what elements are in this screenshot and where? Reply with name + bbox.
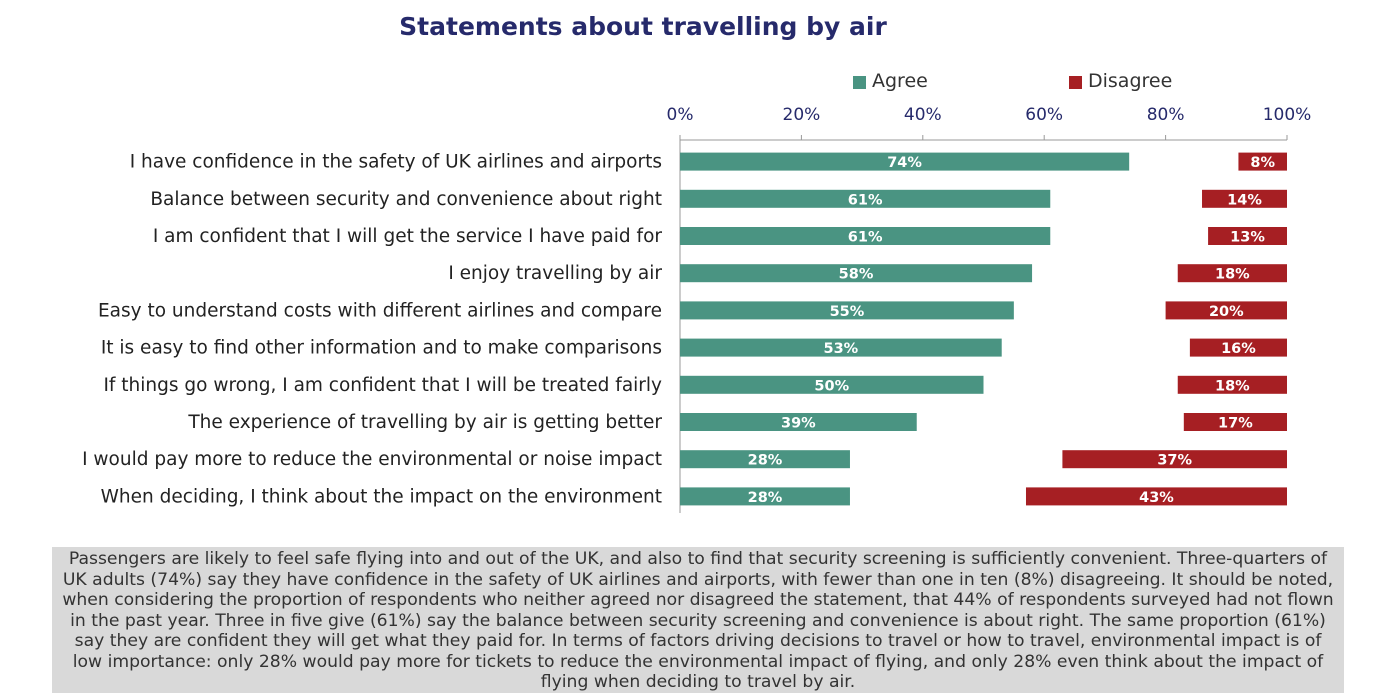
bar-label-agree: 55% [830,304,865,320]
bar-disagree [1208,227,1287,245]
bar-agree [680,264,1033,283]
bar-agree [680,413,917,431]
bar-agree [680,227,1051,245]
bar-label-agree: 61% [848,192,883,208]
bar-label-agree: 50% [814,378,849,394]
category-label: I enjoy travelling by air [448,263,662,284]
bar-agree [680,189,1051,208]
legend-swatch-agree [853,76,866,89]
bar-label-disagree: 16% [1221,341,1256,357]
bar-label-disagree: 13% [1230,230,1265,246]
bar-label-disagree: 37% [1157,453,1192,469]
legend-label-agree: Agree [872,70,928,92]
bar-label-disagree: 17% [1218,416,1253,432]
x-tick-label: 100% [1263,105,1312,125]
x-tick-label: 20% [783,105,821,125]
bar-disagree [1165,301,1287,320]
legend-item-disagree: Disagree [1069,70,1172,92]
x-tick-label: 40% [904,105,942,125]
x-tick-label: 60% [1025,105,1063,125]
bar-disagree [1177,264,1287,283]
bar-disagree [1189,338,1287,357]
bar-label-agree: 39% [781,416,816,432]
bar-label-agree: 58% [839,267,874,283]
bar-label-disagree: 18% [1215,378,1250,394]
bar-disagree [1062,450,1287,469]
bar-label-agree: 28% [748,453,783,469]
bar-disagree [1183,413,1287,431]
category-label: I have confidence in the safety of UK ai… [130,152,662,173]
category-label: I would pay more to reduce the environme… [82,449,662,470]
bar-disagree [1025,487,1287,506]
bar-agree [680,375,984,394]
category-label: When deciding, I think about the impact … [101,486,662,507]
category-label: Balance between security and convenience… [150,189,662,210]
bar-label-disagree: 43% [1139,490,1174,506]
x-tick-label: 80% [1147,105,1185,125]
bar-label-agree: 74% [887,155,922,171]
bar-label-disagree: 18% [1215,267,1250,283]
bar-agree [680,338,1002,357]
bar-label-agree: 28% [748,490,783,506]
bar-label-disagree: 14% [1227,192,1262,208]
x-tick-label: 0% [667,105,694,125]
category-label: If things go wrong, I am confident that … [103,375,662,396]
bar-label-disagree: 8% [1250,155,1275,171]
summary-note: Passengers are likely to feel safe flyin… [52,547,1344,693]
bar-agree [680,450,850,469]
chart-title: Statements about travelling by air [399,12,887,41]
bar-agree [680,487,850,506]
bar-disagree [1177,375,1287,394]
bar-label-agree: 61% [848,230,883,246]
bar-agree [680,301,1014,320]
legend-label-disagree: Disagree [1088,70,1173,92]
category-label: I am confident that I will get the servi… [153,226,663,247]
category-label: It is easy to find other information and… [101,338,662,359]
bar-agree [680,152,1130,171]
bar-disagree [1202,189,1287,208]
bar-label-agree: 53% [823,341,858,357]
bar-chart: 0% 20% 40% 60% 80% 100% I have confidence in t… [82,105,1312,513]
category-label: Easy to understand costs with different … [98,300,662,321]
category-label: The experience of travelling by air is g… [187,412,662,433]
bar-disagree [1238,152,1287,171]
legend: Agree Disagree [0,70,1400,94]
legend-swatch-disagree [1069,76,1082,89]
legend-item-agree: Agree [853,70,928,92]
bar-label-disagree: 20% [1209,304,1244,320]
